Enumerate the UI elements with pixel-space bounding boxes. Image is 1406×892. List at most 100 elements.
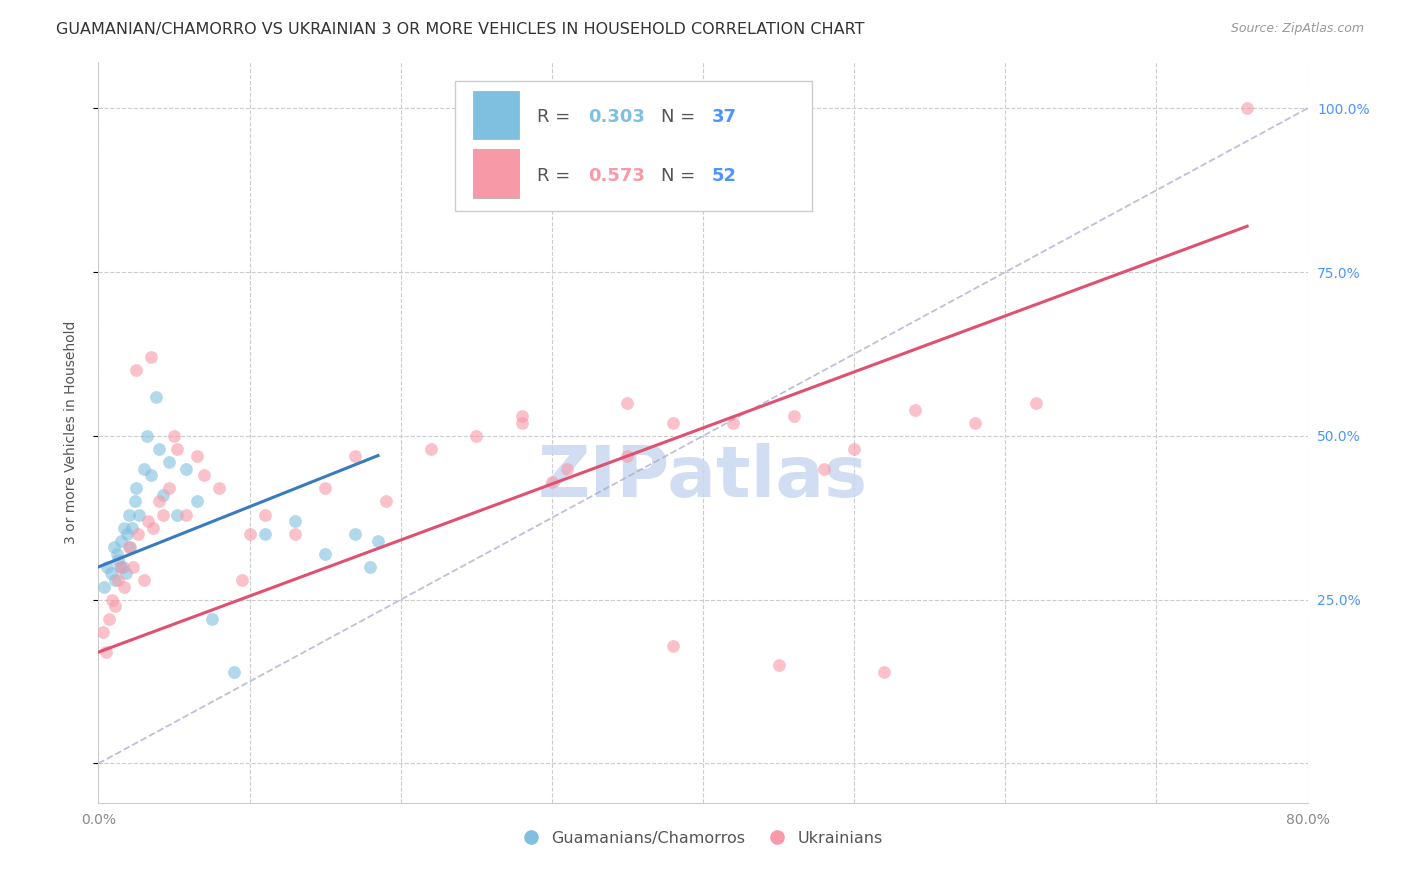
Point	[510, 416, 533, 430]
Point	[904, 402, 927, 417]
Point	[104, 599, 127, 614]
Point	[148, 442, 170, 456]
Point	[141, 351, 163, 365]
Point	[1236, 101, 1258, 115]
Point	[135, 429, 157, 443]
Point	[152, 488, 174, 502]
Text: R =: R =	[537, 108, 576, 127]
Point	[105, 547, 128, 561]
Point	[616, 396, 638, 410]
Text: 0.573: 0.573	[588, 167, 645, 185]
Point	[344, 527, 367, 541]
Point	[374, 494, 396, 508]
Point	[465, 429, 488, 443]
Point	[114, 566, 136, 581]
Point	[128, 508, 150, 522]
Point	[873, 665, 896, 679]
Point	[136, 514, 159, 528]
Point	[166, 508, 188, 522]
Point	[314, 547, 336, 561]
Point	[367, 533, 389, 548]
Point	[783, 409, 806, 424]
Point	[208, 481, 231, 495]
Text: 37: 37	[711, 108, 737, 127]
Point	[284, 527, 307, 541]
Point	[141, 468, 163, 483]
Point	[148, 494, 170, 508]
FancyBboxPatch shape	[456, 81, 811, 211]
Point	[186, 494, 208, 508]
Point	[661, 639, 683, 653]
Y-axis label: 3 or more Vehicles in Household: 3 or more Vehicles in Household	[63, 321, 77, 544]
Point	[112, 580, 135, 594]
Point	[174, 461, 197, 475]
Point	[1024, 396, 1046, 410]
Point	[314, 481, 336, 495]
Point	[159, 481, 181, 495]
Point	[163, 429, 186, 443]
Text: ZIPatlas: ZIPatlas	[538, 442, 868, 511]
Point	[101, 592, 124, 607]
Text: N =: N =	[661, 167, 700, 185]
Text: N =: N =	[661, 108, 700, 127]
Point	[132, 573, 155, 587]
FancyBboxPatch shape	[474, 91, 519, 139]
Point	[239, 527, 262, 541]
Point	[118, 541, 141, 555]
Point	[120, 541, 142, 555]
Point	[813, 461, 835, 475]
Point	[93, 580, 115, 594]
Point	[108, 560, 131, 574]
Point	[107, 553, 129, 567]
Point	[104, 573, 127, 587]
Point	[768, 658, 790, 673]
Point	[166, 442, 188, 456]
Point	[100, 566, 122, 581]
Text: GUAMANIAN/CHAMORRO VS UKRAINIAN 3 OR MORE VEHICLES IN HOUSEHOLD CORRELATION CHAR: GUAMANIAN/CHAMORRO VS UKRAINIAN 3 OR MOR…	[56, 22, 865, 37]
Point	[540, 475, 562, 489]
Point	[94, 645, 117, 659]
Point	[125, 363, 148, 377]
Point	[98, 612, 121, 626]
Point	[661, 416, 683, 430]
Point	[201, 612, 224, 626]
Text: Source: ZipAtlas.com: Source: ZipAtlas.com	[1230, 22, 1364, 36]
Point	[965, 416, 987, 430]
Point	[723, 416, 745, 430]
Point	[132, 461, 155, 475]
FancyBboxPatch shape	[474, 150, 519, 197]
Point	[510, 409, 533, 424]
Point	[142, 521, 165, 535]
Point	[193, 468, 215, 483]
Text: 52: 52	[711, 167, 737, 185]
Point	[174, 508, 197, 522]
Point	[224, 665, 246, 679]
Point	[110, 533, 132, 548]
Text: 0.303: 0.303	[588, 108, 645, 127]
Point	[125, 481, 148, 495]
Point	[159, 455, 181, 469]
Point	[360, 560, 382, 574]
Point	[616, 449, 638, 463]
Point	[344, 449, 367, 463]
Point	[844, 442, 866, 456]
Point	[118, 508, 141, 522]
Point	[122, 560, 145, 574]
Text: R =: R =	[537, 167, 576, 185]
Point	[96, 560, 118, 574]
Point	[110, 560, 132, 574]
Point	[253, 508, 276, 522]
Point	[111, 560, 134, 574]
Point	[420, 442, 443, 456]
Point	[124, 494, 146, 508]
Point	[253, 527, 276, 541]
Point	[231, 573, 253, 587]
Point	[112, 521, 135, 535]
Point	[121, 521, 143, 535]
Point	[152, 508, 174, 522]
Point	[555, 461, 578, 475]
Point	[103, 541, 125, 555]
Point	[145, 390, 167, 404]
Point	[284, 514, 307, 528]
Point	[127, 527, 149, 541]
